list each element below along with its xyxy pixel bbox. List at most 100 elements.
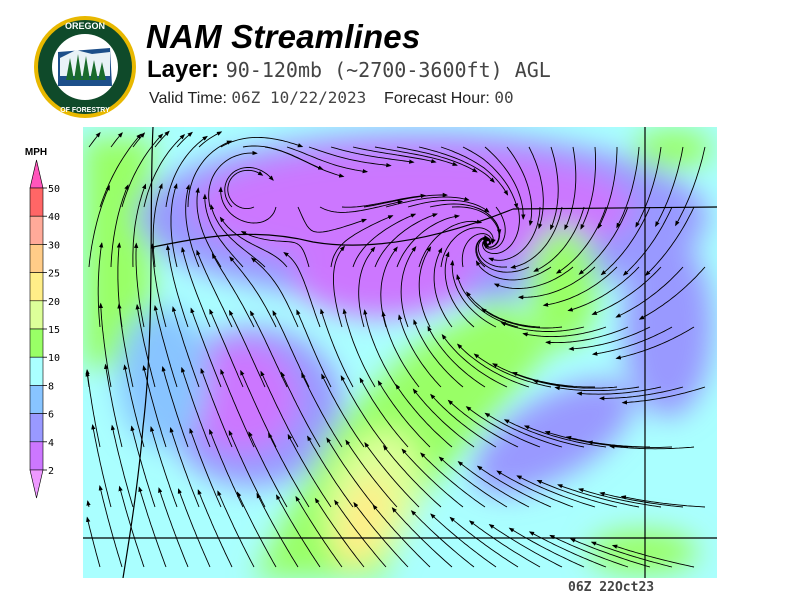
streamline xyxy=(410,510,475,568)
streamline xyxy=(190,307,222,388)
legend-tick-label: 2 xyxy=(48,466,54,477)
streamline xyxy=(181,246,211,328)
streamline xyxy=(142,365,167,448)
streamline xyxy=(153,304,178,388)
streamline xyxy=(330,146,415,164)
legend-tick-label: 25 xyxy=(48,269,60,280)
streamline xyxy=(430,513,497,568)
streamline xyxy=(484,146,526,220)
streamline xyxy=(196,249,233,328)
streamline xyxy=(576,386,662,396)
streamline xyxy=(110,424,134,508)
streamline xyxy=(177,488,211,568)
streamline xyxy=(488,523,563,568)
streamline xyxy=(103,363,123,448)
streamline xyxy=(591,266,662,315)
streamline xyxy=(359,377,409,448)
streamline xyxy=(165,135,208,208)
streamline xyxy=(211,253,255,328)
streamline xyxy=(493,266,574,289)
forecast-hour-label: Forecast Hour: xyxy=(384,90,490,107)
streamline xyxy=(308,146,392,168)
streamline xyxy=(599,491,684,508)
legend-tick-label: 10 xyxy=(48,353,60,364)
streamline xyxy=(150,426,178,508)
border-line xyxy=(512,206,717,210)
streamline xyxy=(569,538,651,568)
streamline xyxy=(550,146,559,231)
streamline xyxy=(468,520,541,568)
streamline xyxy=(616,146,640,229)
legend-bin xyxy=(29,187,44,217)
state-borders xyxy=(83,127,717,578)
streamline xyxy=(295,495,343,568)
streamline xyxy=(135,303,156,388)
streamline xyxy=(456,343,530,388)
legend-tick-label: 40 xyxy=(48,212,60,223)
streamline xyxy=(462,146,519,209)
streamline xyxy=(427,325,486,388)
streamline xyxy=(611,544,695,568)
streamline xyxy=(341,193,427,208)
legend-bin xyxy=(29,441,44,471)
streamline xyxy=(590,541,673,568)
streamline xyxy=(110,184,129,268)
svg-text:OF FORESTRY: OF FORESTRY xyxy=(60,107,110,114)
legend-arrow-above xyxy=(29,159,44,189)
streamline xyxy=(91,424,112,508)
streamline xyxy=(88,184,110,268)
streamline xyxy=(197,489,233,568)
streamline xyxy=(587,440,673,448)
streamline xyxy=(187,140,233,208)
streamline xyxy=(440,227,496,268)
streamline xyxy=(600,206,651,276)
streamline xyxy=(568,326,651,351)
streamlines xyxy=(85,130,706,568)
streamline xyxy=(363,192,449,208)
river-border xyxy=(152,208,514,248)
streamline xyxy=(110,132,123,148)
layer-label: Layer: xyxy=(147,56,220,83)
streamline xyxy=(220,136,304,148)
streamline xyxy=(98,302,112,388)
streamline xyxy=(150,243,167,328)
streamline xyxy=(523,425,607,448)
streamline xyxy=(398,314,442,388)
streamline xyxy=(481,308,563,329)
streamline xyxy=(229,256,277,328)
streamline xyxy=(118,485,145,568)
legend-bin xyxy=(29,413,44,443)
streamline xyxy=(358,246,376,328)
streamline xyxy=(554,386,640,392)
streamline xyxy=(133,242,145,328)
streamline xyxy=(396,146,478,173)
streamline xyxy=(209,308,244,388)
streamline xyxy=(158,487,189,568)
streamline xyxy=(430,393,497,448)
streamline xyxy=(675,146,706,227)
streamline xyxy=(198,131,223,148)
streamline xyxy=(143,134,186,208)
streamline xyxy=(620,495,706,508)
streamline xyxy=(510,206,563,269)
streamline xyxy=(132,132,146,148)
streamline xyxy=(123,364,145,448)
streamline xyxy=(374,146,458,166)
streamline xyxy=(218,186,277,224)
streamline xyxy=(516,475,596,508)
streamline xyxy=(208,150,258,208)
streamline xyxy=(240,231,310,268)
streamline xyxy=(280,371,321,448)
streamline xyxy=(438,456,508,508)
streamline xyxy=(441,334,508,388)
oregon-department-of-forestry-logo: OREGON OF FORESTRY xyxy=(34,16,136,118)
streamline xyxy=(488,206,541,262)
streamline-map xyxy=(83,127,717,578)
streamline xyxy=(522,326,607,338)
streamline xyxy=(152,183,163,268)
streamline xyxy=(352,213,417,268)
streamline xyxy=(517,266,596,300)
streamline xyxy=(533,206,585,272)
legend-bin xyxy=(29,215,44,245)
streamline xyxy=(352,146,437,164)
